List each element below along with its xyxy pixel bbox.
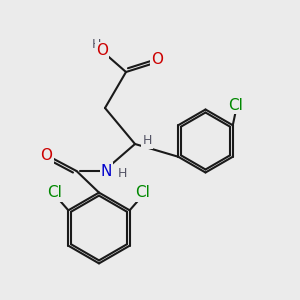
Text: O: O bbox=[40, 148, 52, 163]
Text: Cl: Cl bbox=[135, 185, 150, 200]
Text: H: H bbox=[117, 167, 127, 180]
Text: O: O bbox=[96, 44, 108, 59]
Text: O: O bbox=[152, 52, 164, 68]
Text: Cl: Cl bbox=[228, 98, 243, 113]
Text: H: H bbox=[92, 38, 101, 51]
Text: Cl: Cl bbox=[47, 185, 62, 200]
Text: N: N bbox=[101, 164, 112, 178]
Text: H: H bbox=[142, 134, 152, 148]
